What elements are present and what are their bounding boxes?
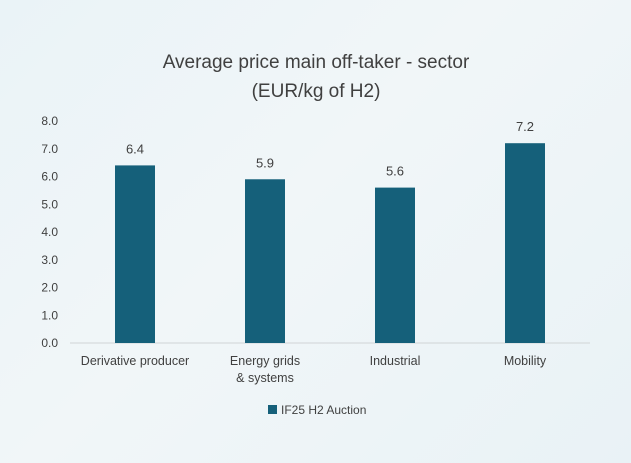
data-label: 5.6 xyxy=(386,164,404,179)
chart-subtitle: (EUR/kg of H2) xyxy=(252,81,381,102)
legend-label: IF25 H2 Auction xyxy=(281,403,366,417)
y-tick-label: 2.0 xyxy=(41,281,58,295)
y-tick-label: 0.0 xyxy=(41,336,58,350)
y-tick-label: 3.0 xyxy=(41,253,58,267)
data-label: 6.4 xyxy=(126,141,144,156)
y-tick-label: 4.0 xyxy=(41,225,58,239)
y-tick-label: 8.0 xyxy=(41,114,58,128)
x-category-label: Derivative producer xyxy=(81,354,189,368)
x-category-label: Energy grids xyxy=(230,354,300,368)
y-tick-label: 5.0 xyxy=(41,197,58,211)
y-tick-label: 7.0 xyxy=(41,142,58,156)
legend-swatch xyxy=(268,405,277,414)
chart-title: Average price main off-taker - sector xyxy=(163,52,470,73)
y-tick-label: 1.0 xyxy=(41,308,58,322)
data-label: 7.2 xyxy=(516,119,534,134)
data-label: 5.9 xyxy=(256,155,274,170)
bar xyxy=(375,187,415,343)
x-category-label: & systems xyxy=(236,371,294,385)
bar xyxy=(245,179,285,343)
x-category-label: Industrial xyxy=(370,354,421,368)
bar xyxy=(115,165,155,343)
x-category-label: Mobility xyxy=(504,354,547,368)
bar xyxy=(505,143,545,343)
y-tick-label: 6.0 xyxy=(41,170,58,184)
